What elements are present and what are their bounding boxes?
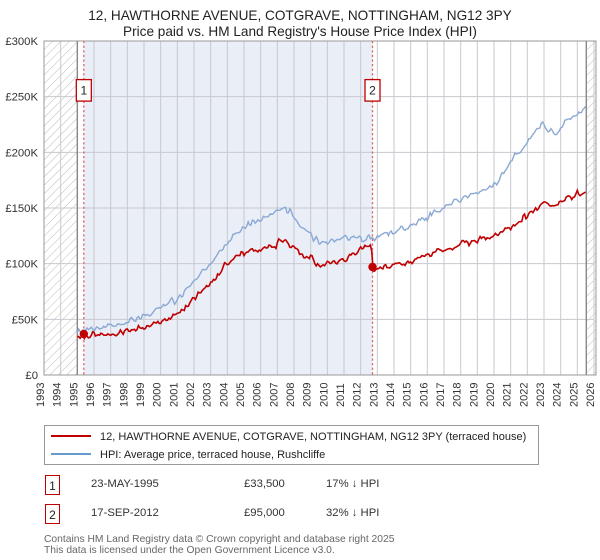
svg-text:2000: 2000 bbox=[152, 383, 164, 407]
svg-text:2017: 2017 bbox=[435, 383, 447, 407]
svg-text:2015: 2015 bbox=[402, 383, 414, 407]
svg-text:1996: 1996 bbox=[85, 383, 97, 407]
svg-text:2007: 2007 bbox=[268, 383, 280, 407]
svg-text:2004: 2004 bbox=[218, 383, 230, 407]
svg-text:2020: 2020 bbox=[485, 383, 497, 407]
svg-text:2019: 2019 bbox=[468, 383, 480, 407]
svg-text:£250K: £250K bbox=[5, 92, 38, 104]
svg-text:1994: 1994 bbox=[52, 383, 64, 407]
svg-text:2001: 2001 bbox=[168, 383, 180, 407]
svg-text:2008: 2008 bbox=[285, 383, 297, 407]
svg-text:2010: 2010 bbox=[318, 383, 330, 407]
svg-text:2022: 2022 bbox=[518, 383, 530, 407]
svg-text:£300K: £300K bbox=[5, 36, 38, 48]
svg-text:1997: 1997 bbox=[102, 383, 114, 407]
svg-text:2016: 2016 bbox=[418, 383, 430, 407]
svg-text:1995: 1995 bbox=[68, 383, 80, 407]
svg-text:2023: 2023 bbox=[535, 383, 547, 407]
svg-text:2003: 2003 bbox=[202, 383, 214, 407]
svg-text:1998: 1998 bbox=[118, 383, 130, 407]
svg-text:£200K: £200K bbox=[5, 147, 38, 159]
svg-text:2002: 2002 bbox=[185, 383, 197, 407]
svg-text:1993: 1993 bbox=[35, 383, 47, 407]
svg-text:2012: 2012 bbox=[352, 383, 364, 407]
svg-text:1: 1 bbox=[80, 83, 87, 97]
svg-text:£150K: £150K bbox=[5, 203, 38, 215]
svg-text:2013: 2013 bbox=[368, 383, 380, 407]
svg-text:2009: 2009 bbox=[302, 383, 314, 407]
svg-text:2024: 2024 bbox=[552, 383, 564, 407]
svg-text:£50K: £50K bbox=[12, 314, 39, 326]
svg-text:2025: 2025 bbox=[568, 383, 580, 407]
svg-text:2: 2 bbox=[369, 83, 376, 97]
svg-text:2006: 2006 bbox=[252, 383, 264, 407]
svg-text:2026: 2026 bbox=[585, 383, 597, 407]
svg-text:2014: 2014 bbox=[385, 383, 397, 407]
svg-text:2018: 2018 bbox=[452, 383, 464, 407]
svg-text:1999: 1999 bbox=[135, 383, 147, 407]
svg-text:£100K: £100K bbox=[5, 259, 38, 271]
svg-text:£0: £0 bbox=[25, 370, 38, 382]
svg-text:2011: 2011 bbox=[335, 383, 347, 407]
svg-text:2005: 2005 bbox=[235, 383, 247, 407]
svg-text:2021: 2021 bbox=[502, 383, 514, 407]
